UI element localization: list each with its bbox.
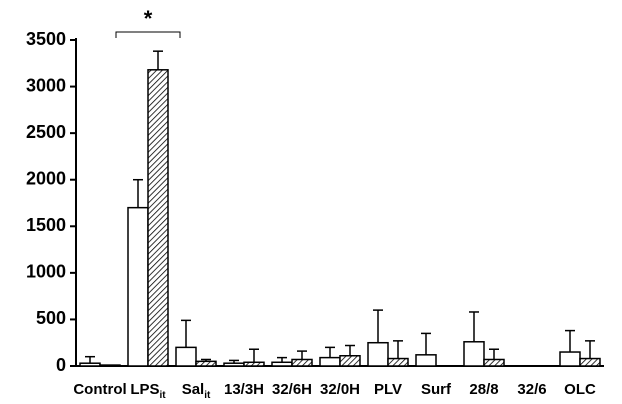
x-tick-label: 13/3H xyxy=(224,381,264,398)
y-tick-label: 0 xyxy=(56,355,66,375)
error-bar xyxy=(249,348,259,363)
bar xyxy=(387,357,409,367)
x-tick-label: 32/6 xyxy=(517,381,546,398)
x-tick-label: 32/0H xyxy=(320,381,360,398)
bar xyxy=(127,206,149,367)
bar xyxy=(559,351,581,367)
x-tick-label: Control xyxy=(73,381,126,398)
bar xyxy=(415,354,437,367)
annotation: * xyxy=(144,6,153,31)
category-subscript: it xyxy=(204,390,211,401)
x-tick-label: PLV xyxy=(374,381,402,398)
x-tick-label: 32/6H xyxy=(272,381,312,398)
error-bar xyxy=(133,178,143,208)
category-name: 32/0H xyxy=(320,381,360,398)
error-bar xyxy=(393,340,403,359)
y-tick-label: 2500 xyxy=(26,122,66,142)
bar xyxy=(147,69,169,367)
error-bar xyxy=(565,329,575,353)
bar xyxy=(99,364,121,367)
category-subscript: it xyxy=(160,390,167,401)
bar xyxy=(579,357,601,367)
error-bar xyxy=(229,359,239,364)
x-tick-label: Surf xyxy=(421,381,452,398)
error-bar xyxy=(181,319,191,348)
category-name: Sal xyxy=(182,381,205,398)
bar xyxy=(367,341,389,367)
x-tick-label: 28/8 xyxy=(469,381,498,398)
category-name: 32/6H xyxy=(272,381,312,398)
error-bar xyxy=(469,311,479,342)
bar xyxy=(243,361,265,367)
bar xyxy=(483,358,505,367)
x-tick-label: LPSit xyxy=(130,381,166,401)
error-bar xyxy=(297,350,307,360)
y-tick-label: 500 xyxy=(36,308,66,328)
category-name: 32/6 xyxy=(517,381,546,398)
bar xyxy=(319,356,341,367)
bar xyxy=(339,355,361,367)
y-tick-label: 3000 xyxy=(26,75,66,95)
bar xyxy=(195,360,217,367)
category-name: 13/3H xyxy=(224,381,264,398)
error-bar xyxy=(345,344,355,356)
error-bar xyxy=(489,348,499,360)
category-name: Control xyxy=(73,381,126,398)
category-name: LPS xyxy=(130,381,159,398)
bar xyxy=(175,346,197,367)
bar xyxy=(291,358,313,367)
category-name: PLV xyxy=(374,381,402,398)
bar xyxy=(79,362,101,367)
bar xyxy=(223,362,245,367)
x-tick-label: OLC xyxy=(564,381,596,398)
category-name: 28/8 xyxy=(469,381,498,398)
error-bar xyxy=(325,346,335,358)
y-tick-label: 1000 xyxy=(26,262,66,282)
error-bar xyxy=(277,356,287,363)
bar xyxy=(463,341,485,367)
significance-bracket xyxy=(115,31,181,38)
error-bar xyxy=(153,50,163,70)
error-bar xyxy=(201,358,211,362)
error-bar xyxy=(421,332,431,355)
category-name: Surf xyxy=(421,381,452,398)
error-bar xyxy=(85,355,95,364)
error-bar xyxy=(585,340,595,359)
bar xyxy=(271,361,293,367)
y-tick-label: 2000 xyxy=(26,168,66,188)
category-name: OLC xyxy=(564,381,596,398)
y-tick-label: 3500 xyxy=(26,29,66,49)
error-bar xyxy=(373,309,383,343)
x-tick-label: Salit xyxy=(182,381,211,401)
y-tick-label: 1500 xyxy=(26,215,66,235)
